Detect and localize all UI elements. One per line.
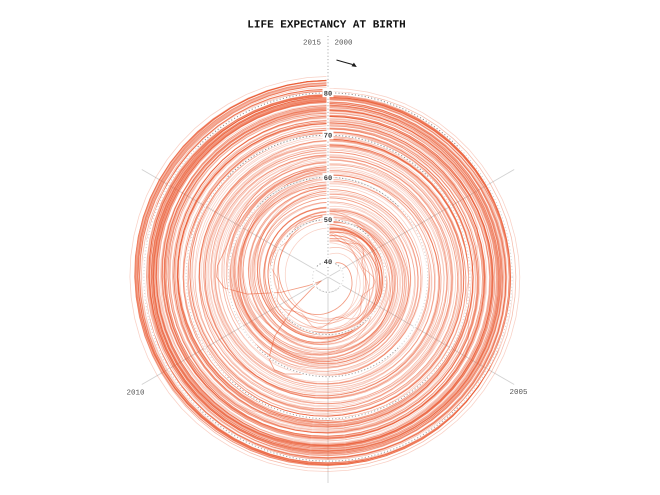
svg-text:70: 70 [324,133,332,141]
svg-text:LIFE EXPECTANCY AT BIRTH: LIFE EXPECTANCY AT BIRTH [247,20,405,32]
svg-text:2005: 2005 [509,388,528,397]
svg-text:50: 50 [324,217,332,225]
svg-text:2000: 2000 [335,39,354,48]
svg-text:60: 60 [324,175,332,183]
svg-text:40: 40 [324,259,332,267]
svg-text:2015: 2015 [303,39,322,48]
svg-text:80: 80 [324,90,332,98]
svg-text:2010: 2010 [126,388,145,397]
